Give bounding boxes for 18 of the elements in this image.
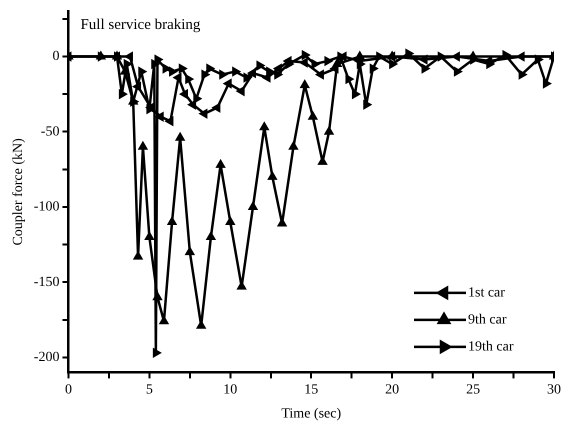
x-tick-label: 15 [304,382,318,398]
x-tick-label: 25 [466,382,480,398]
legend-label: 19th car [468,340,514,355]
x-tick-label: 10 [223,382,238,398]
x-tick-label: 20 [385,382,400,398]
x-tick-label: 30 [547,382,561,398]
annotation: Full service braking [80,16,201,33]
y-tick-label: -150 [34,274,60,290]
y-tick-label: -100 [34,200,60,215]
legend-label: 1st car [468,286,506,301]
x-tick-label: 5 [146,382,153,398]
y-tick-label: 0 [52,49,60,64]
x-axis-title: Time (sec) [281,406,342,422]
y-tick-label: -50 [40,124,60,140]
x-tick-label: 0 [64,382,72,398]
legend-label: 9th car [468,312,507,328]
y-tick-label: -200 [34,350,60,366]
y-axis-title: Coupler force (kN) [11,138,26,246]
